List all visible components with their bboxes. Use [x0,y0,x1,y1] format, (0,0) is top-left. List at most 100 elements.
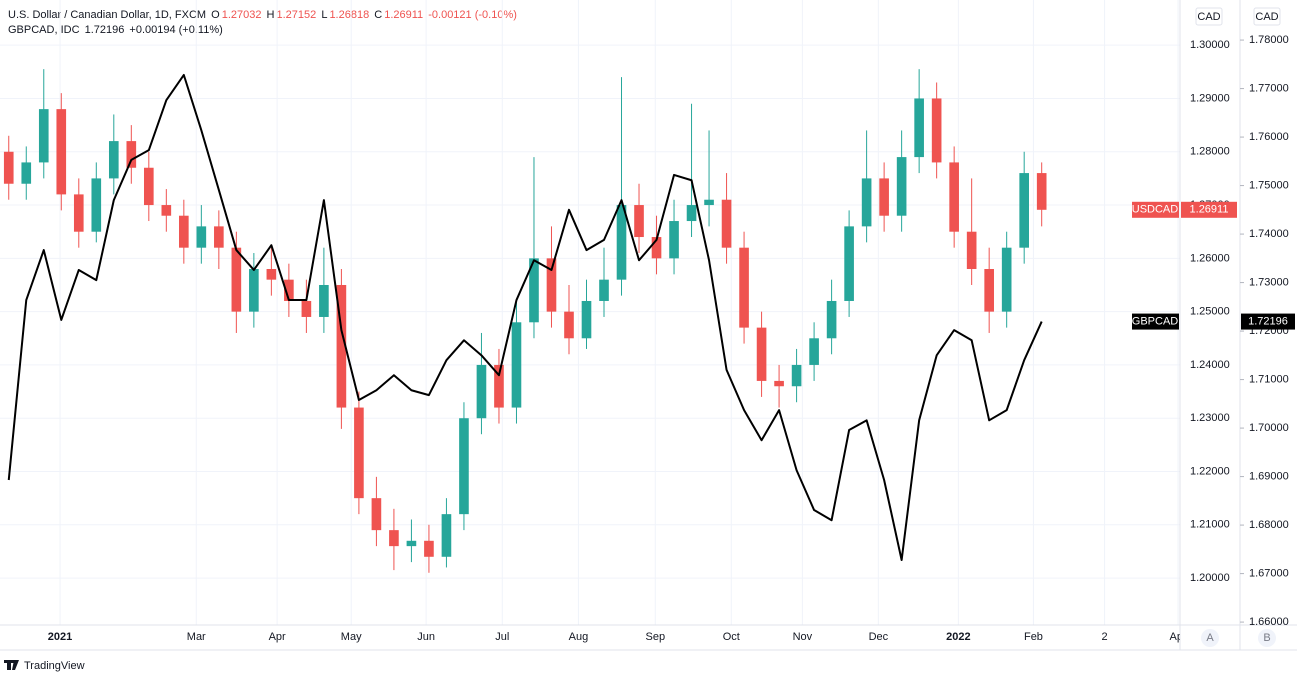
candle-body [249,269,259,312]
x-tick-label: May [341,631,362,643]
x-axis: 2021 Mar Apr May Jun Jul Aug Sep Oct Nov Dec 2022 Fe… [48,631,1187,643]
unit-box[interactable] [1253,7,1281,26]
x-tick-label: Feb [1024,631,1043,643]
y2-tick-label: 1.75000 [1249,179,1289,191]
y2-tick-label: 1.74000 [1249,228,1289,240]
candle-body [844,226,854,301]
y-unit: CAD [1197,11,1220,23]
button-label: B [1263,632,1270,644]
price-tag-name: USDCAD [1132,204,1179,216]
candle-body [984,269,994,312]
candle-body [669,221,679,259]
candle-body [931,98,942,163]
symbol: GBPCAD, IDC [8,24,80,36]
y-tick-label: 1.25000 [1190,306,1230,318]
candle-body [791,364,802,387]
y-tick-label: 1.24000 [1190,359,1230,371]
candle-body [494,364,504,408]
ohlc-label: L [321,9,328,21]
candle-body [774,380,784,387]
candle-body [196,226,207,248]
y2-tick-label: 1.71000 [1249,373,1289,385]
x-tick-label: Sep [646,631,666,643]
candle-body [879,178,889,216]
candle-body [739,247,749,328]
price-tag [1241,313,1295,330]
x-tick-label: Oct [723,631,740,643]
candle-body [564,311,574,339]
candle-body [826,300,837,339]
y-tick-label: 1.22000 [1190,465,1230,477]
candle-body [634,205,644,238]
change: -0.00121 (-0.10%) [428,9,517,21]
symbol: U.S. Dollar / Canadian Dollar, 1D, FXCM [8,9,207,21]
candle-body [616,205,627,280]
last: 1.72196 [84,24,125,36]
candle-body [441,514,452,557]
y2-tick-label: 1.70000 [1249,422,1289,434]
price-tag-name: GBPCAD [1132,315,1179,327]
candle-body [354,407,364,499]
candle-body [581,300,592,339]
y-tick-label: 1.23000 [1190,412,1230,424]
x-tick-label: Mar [187,631,206,643]
y2-unit: CAD [1255,11,1278,23]
y-tick-label: 1.26000 [1190,252,1230,264]
change: +0.00194 (+0.11%) [129,24,223,36]
price-tag [1132,313,1179,330]
candle-body [476,364,487,419]
x-tick-label: Dec [869,631,889,643]
x-tick-label: Jun [417,631,435,643]
header-line2: GBPCAD, IDC 1.72196 +0.00194 (+0.11%) [8,24,225,36]
x-tick-label: 2021 [48,631,72,643]
candle-body [949,162,959,232]
candle-body [896,157,907,216]
x-tick-label: 2022 [946,631,970,643]
x-tick-label: Jul [495,631,509,643]
ohlc-value: 1.27152 [276,9,317,21]
y-tick-label: 1.28000 [1190,146,1230,158]
candle-body [73,194,84,232]
candle-body [179,215,189,248]
candle-body [301,300,312,317]
ohlc-value: 1.26911 [384,9,424,21]
candle-body [914,98,924,158]
y2-tick-label: 1.69000 [1249,470,1289,482]
candle-body [651,237,662,259]
candle-body [143,167,154,206]
line [7,73,1043,562]
logo-icon [4,660,19,670]
y2-tick-label: 1.73000 [1249,276,1289,288]
y2-tick-label: 1.67000 [1249,567,1289,579]
ohlc-label: O [211,9,220,21]
x-tick-label: Apr [1170,631,1187,643]
candle-body [424,540,434,557]
ohlc-label: C [374,9,383,21]
candle-body [966,231,977,270]
candle-body [389,530,399,547]
button[interactable] [1201,629,1219,647]
candle-body [284,279,294,301]
candle-body [529,258,539,323]
price-tag-value: 1.72196 [1248,315,1288,327]
candle-body [511,322,522,408]
price-tag [1132,201,1179,218]
candle-body [861,178,872,227]
candle-body [38,109,49,163]
y2-tick-label: 1.78000 [1249,34,1289,46]
candle-body [546,258,557,312]
button[interactable] [1258,629,1276,647]
ohlc-label: H [266,9,275,21]
unit-box[interactable] [1195,7,1223,26]
candle-body [3,151,14,184]
candle-body [1036,173,1047,210]
candle-body [91,178,102,232]
y2-tick-label: 1.66000 [1249,616,1289,628]
ohlc-value: 1.26818 [329,9,370,21]
candle-body [406,540,417,547]
button-label: A [1206,632,1214,644]
candle-body [599,279,609,301]
y-tick-label: 1.21000 [1190,519,1230,531]
